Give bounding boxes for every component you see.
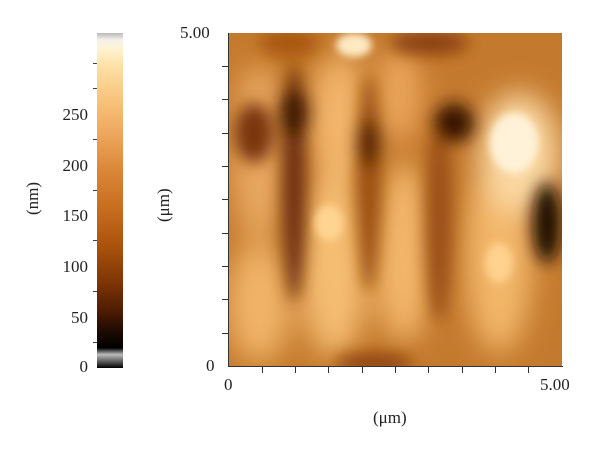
x-axis-label: (μm) — [373, 408, 407, 427]
colorbar-label-150: 150 — [62, 206, 89, 225]
y-tick — [222, 99, 228, 100]
afm-height-map — [229, 33, 562, 366]
x-tick — [428, 367, 429, 373]
colorbar-tick — [93, 190, 97, 191]
y-axis-line — [228, 33, 229, 367]
y-tick — [222, 266, 228, 267]
y-tick — [222, 133, 228, 134]
y-axis-min-label: 0 — [206, 356, 215, 375]
colorbar-tick — [93, 139, 97, 140]
x-axis-max-label: 5.00 — [540, 375, 570, 394]
colorbar-tick — [93, 291, 97, 292]
y-axis-label: (μm) — [154, 188, 173, 222]
x-tick — [362, 367, 363, 373]
colorbar-label-0: 0 — [79, 357, 89, 376]
x-tick — [462, 367, 463, 373]
x-tick — [328, 367, 329, 373]
colorbar-label-250: 250 — [62, 105, 89, 124]
x-tick — [395, 367, 396, 373]
y-tick — [222, 199, 228, 200]
height-colorbar — [97, 33, 123, 368]
y-tick — [222, 333, 228, 334]
colorbar-tick — [93, 88, 97, 89]
x-axis-line — [229, 366, 563, 367]
afm-surface — [229, 33, 562, 366]
colorbar-tick — [93, 342, 97, 343]
x-axis-min-label: 0 — [224, 375, 233, 394]
colorbar-label-200: 200 — [62, 156, 89, 175]
x-tick — [262, 367, 263, 373]
colorbar-label-100: 100 — [62, 257, 89, 276]
y-tick — [222, 299, 228, 300]
x-tick — [528, 367, 529, 373]
y-tick — [222, 166, 228, 167]
colorbar-tick — [93, 63, 97, 64]
x-tick — [495, 367, 496, 373]
y-tick — [222, 233, 228, 234]
y-axis-max-label: 5.00 — [180, 23, 210, 42]
colorbar-unit-label: (nm) — [23, 181, 42, 215]
y-tick — [222, 66, 228, 67]
colorbar-tick — [93, 240, 97, 241]
colorbar-label-50: 50 — [71, 308, 88, 327]
x-tick — [295, 367, 296, 373]
